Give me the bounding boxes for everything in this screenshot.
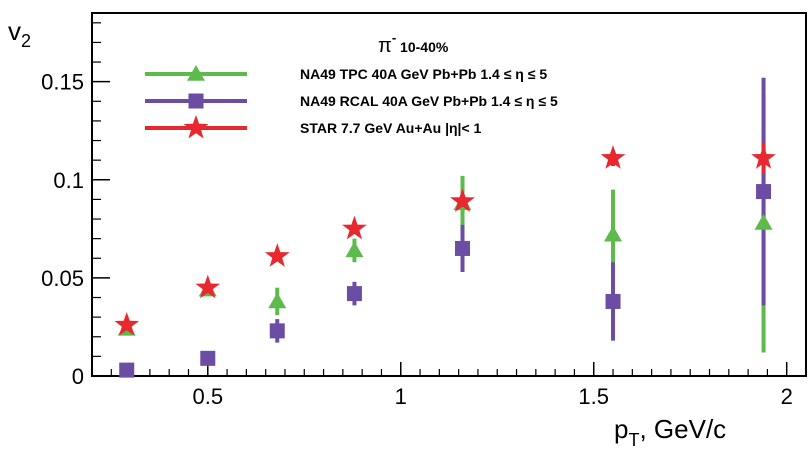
data-point-square — [455, 240, 471, 256]
data-point-triangle — [268, 292, 287, 309]
tick-labels: 0.5 1 1.5 2 0 0.05 0.1 0.15 — [41, 70, 793, 409]
x-tick-label: 0.5 — [192, 384, 223, 409]
data-point-triangle — [604, 225, 623, 242]
x-tick-label: 1 — [395, 384, 407, 409]
data-point-star — [114, 312, 140, 336]
axis-ticks — [92, 22, 807, 377]
x-tick-label: 2 — [781, 384, 793, 409]
legend-marker-star — [183, 115, 209, 139]
data-point-square — [269, 323, 285, 339]
data-point-triangle — [345, 241, 364, 258]
legend-entry: NA49 RCAL 40A GeV Pb+Pb 1.4 ≤ η ≤ 5 — [300, 93, 558, 109]
legend-marker-square — [188, 93, 204, 109]
data-point-star — [450, 188, 475, 212]
legend-entry: NA49 TPC 40A GeV Pb+Pb 1.4 ≤ η ≤ 5 — [300, 66, 547, 82]
data-point-star — [342, 215, 367, 240]
legend-marker-triangle — [187, 65, 205, 81]
data-point-star — [195, 274, 221, 299]
data-point-star — [751, 145, 776, 169]
y-tick-label: 0.1 — [53, 168, 84, 193]
data-markers — [114, 145, 776, 378]
legend-header: π- 10-40% — [378, 30, 449, 57]
data-point-square — [346, 286, 362, 302]
data-point-square — [756, 184, 772, 200]
data-point-square — [605, 293, 621, 309]
data-point-square — [119, 362, 135, 378]
data-point-star — [264, 243, 290, 267]
y-tick-label: 0 — [72, 364, 84, 389]
legend: π- 10-40% NA49 TPC 40A GeV Pb+Pb 1.4 ≤ η … — [145, 30, 558, 139]
plot-frame — [91, 12, 807, 377]
legend-entry: STAR 7.7 GeV Au+Au |η|< 1 — [300, 120, 482, 136]
data-point-triangle — [754, 213, 773, 230]
y-axis-title: v2 — [8, 16, 31, 51]
x-axis-title: pT, GeV/c — [614, 414, 726, 450]
y-tick-label: 0.05 — [41, 266, 84, 291]
x-tick-label: 1.5 — [578, 384, 609, 409]
y-tick-label: 0.15 — [41, 70, 84, 95]
data-point-square — [200, 350, 216, 366]
data-point-star — [600, 145, 626, 169]
